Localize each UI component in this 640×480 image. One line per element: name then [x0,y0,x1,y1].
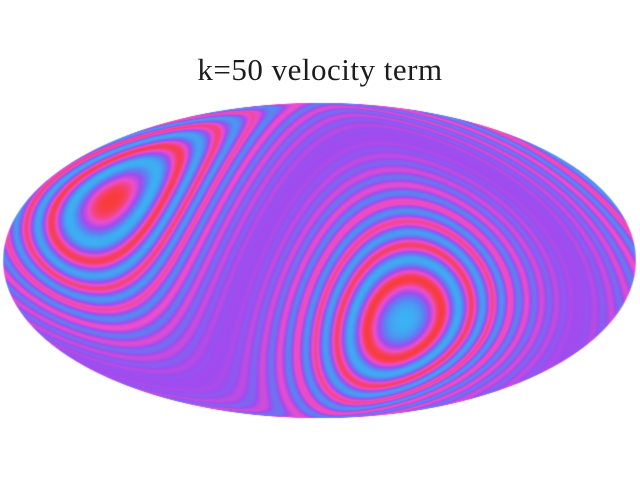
figure-title: k=50 velocity term [197,52,443,87]
